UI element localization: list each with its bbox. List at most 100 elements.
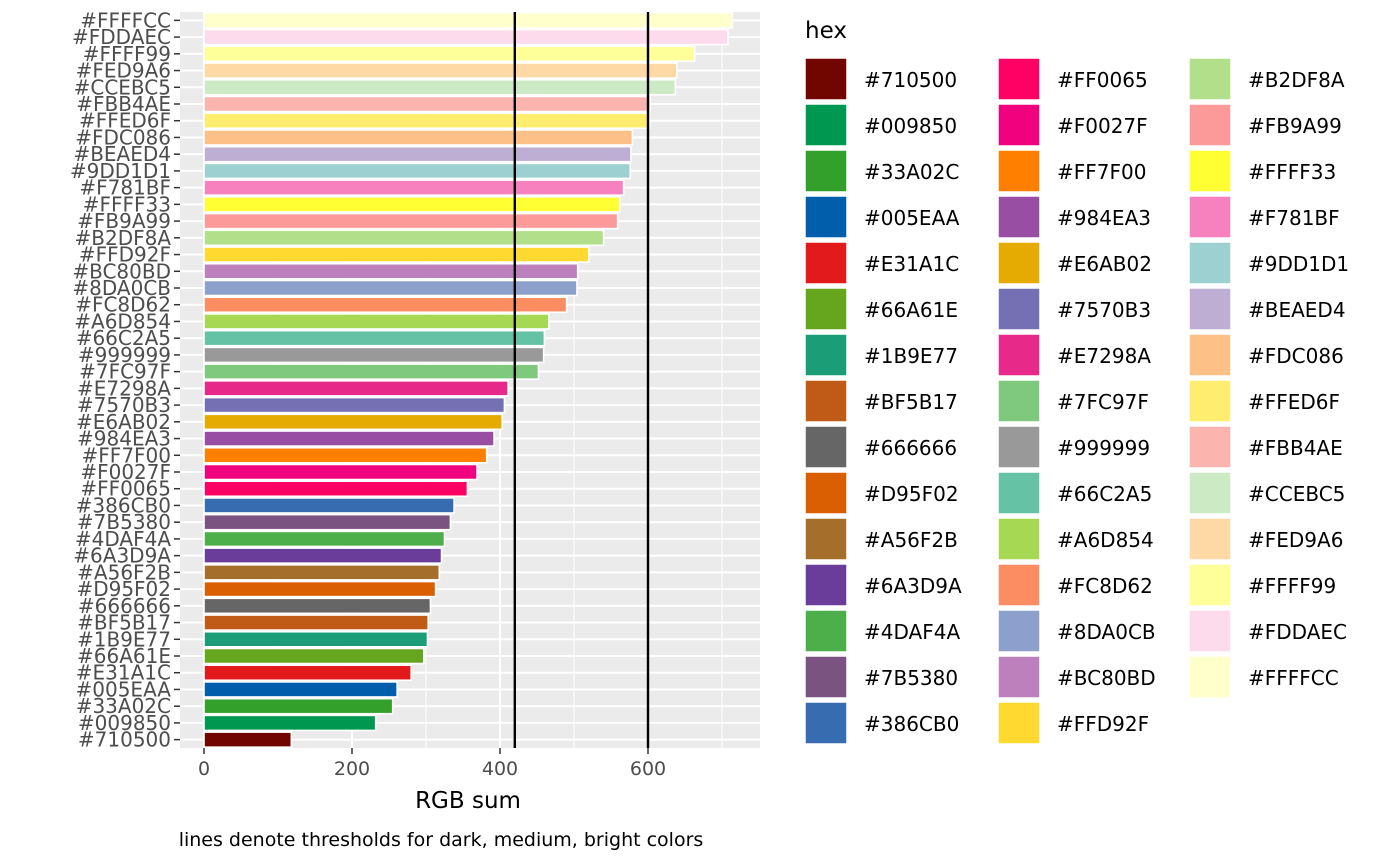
y-tick-label: #386CB0 <box>76 493 171 517</box>
legend-key <box>997 57 1041 101</box>
bar <box>203 145 632 163</box>
legend-label: #A6D854 <box>1057 528 1154 552</box>
bar <box>203 279 578 297</box>
x-tick-label: 600 <box>630 758 666 780</box>
legend-key <box>997 563 1041 607</box>
y-axis: #710500#009850#33A02C#005EAA#E31A1C#66A6… <box>70 8 180 752</box>
legend-key <box>804 701 848 745</box>
legend-label: #F0027F <box>1057 114 1148 138</box>
bar <box>203 564 441 581</box>
y-tick-label: #A56F2B <box>77 560 171 584</box>
legend-key <box>1188 425 1232 469</box>
y-tick-label: #FDC086 <box>75 125 171 149</box>
legend-label: #FFED6F <box>1248 390 1340 414</box>
legend-label: #D95F02 <box>864 482 959 506</box>
legend-key <box>804 517 848 561</box>
legend-label: #F781BF <box>1248 206 1340 230</box>
legend-label: #9DD1D1 <box>1248 252 1349 276</box>
bar <box>203 614 430 631</box>
legend-key <box>997 425 1041 469</box>
bar <box>203 162 632 180</box>
legend-key <box>1188 241 1232 285</box>
y-tick-label: #D95F02 <box>76 577 171 601</box>
bar <box>203 731 293 748</box>
bar <box>203 547 443 564</box>
legend-key <box>997 701 1041 745</box>
y-tick-label: #FBB4AE <box>76 92 171 116</box>
y-tick-label: #666666 <box>78 594 171 618</box>
y-tick-label: #7FC97F <box>79 360 171 384</box>
legend-label: #BC80BD <box>1057 666 1156 690</box>
legend-label: #CCEBC5 <box>1248 482 1345 506</box>
legend: #710500 #009850 #33A02C #005EAA #E31A1C #66A6… <box>804 57 1349 745</box>
legend-label: #386CB0 <box>864 712 959 736</box>
legend-label: #BF5B17 <box>864 390 958 414</box>
y-tick-label: #7570B3 <box>77 393 171 417</box>
y-tick-label: #FDDAEC <box>72 25 171 49</box>
y-tick-label: #7B5380 <box>77 510 171 534</box>
y-tick-label: #999999 <box>78 343 171 367</box>
y-tick-label: #A6D854 <box>74 309 171 333</box>
y-tick-label: #F0027F <box>80 460 171 484</box>
legend-key <box>997 103 1041 147</box>
y-tick-label: #CCEBC5 <box>74 75 171 99</box>
legend-key <box>804 655 848 699</box>
bar <box>203 597 432 615</box>
legend-key <box>997 287 1041 331</box>
threshold-lines <box>513 12 650 748</box>
legend-label: #710500 <box>864 68 957 92</box>
legend-key <box>1188 333 1232 377</box>
legend-label: #B2DF8A <box>1248 68 1345 92</box>
y-tick-label: #FFED6F <box>79 109 171 133</box>
legend-label: #FFD92F <box>1057 712 1149 736</box>
legend-key <box>804 609 848 653</box>
legend-key <box>997 379 1041 423</box>
legend-key <box>804 195 848 239</box>
legend-key <box>804 287 848 331</box>
legend-key <box>1188 609 1232 653</box>
bar <box>203 12 734 29</box>
legend-key <box>997 149 1041 193</box>
legend-label: #66C2A5 <box>1057 482 1152 506</box>
legend-label: #FDC086 <box>1248 344 1344 368</box>
legend-label: #33A02C <box>864 160 959 184</box>
legend-label: #7B5380 <box>864 666 958 690</box>
bar <box>203 246 590 263</box>
y-tick-label: #FC8D62 <box>75 293 171 317</box>
legend-key <box>804 425 848 469</box>
y-tick-label: #710500 <box>78 728 171 752</box>
x-tick-label: 400 <box>482 758 518 780</box>
bar <box>203 78 677 96</box>
legend-label: #BEAED4 <box>1248 298 1346 322</box>
y-tick-label: #8DA0CB <box>72 276 171 300</box>
legend-label: #FF0065 <box>1057 68 1148 92</box>
y-tick-label: #FFFFCC <box>80 8 171 32</box>
bar <box>203 681 398 698</box>
legend-label: #FED9A6 <box>1248 528 1343 552</box>
bar <box>203 179 625 196</box>
legend-key <box>1188 57 1232 101</box>
y-tick-label: #66C2A5 <box>76 326 171 350</box>
bar <box>203 630 429 648</box>
legend-key <box>804 333 848 377</box>
bar <box>203 346 545 364</box>
legend-key <box>997 195 1041 239</box>
bar <box>203 647 425 665</box>
bar <box>203 45 696 63</box>
legend-key <box>1188 563 1232 607</box>
bar <box>203 112 651 130</box>
y-tick-label: #BC80BD <box>72 259 171 283</box>
bar <box>203 62 678 79</box>
legend-key <box>997 609 1041 653</box>
bar <box>203 446 488 464</box>
legend-title: hex <box>805 18 847 44</box>
bar <box>203 313 550 330</box>
bar <box>203 28 729 46</box>
legend-key <box>997 241 1041 285</box>
bar <box>203 513 452 531</box>
legend-key <box>1188 287 1232 331</box>
legend-key <box>997 517 1041 561</box>
legend-label: #FB9A99 <box>1248 114 1342 138</box>
legend-label: #999999 <box>1057 436 1150 460</box>
legend-label: #FFFF33 <box>1248 160 1336 184</box>
